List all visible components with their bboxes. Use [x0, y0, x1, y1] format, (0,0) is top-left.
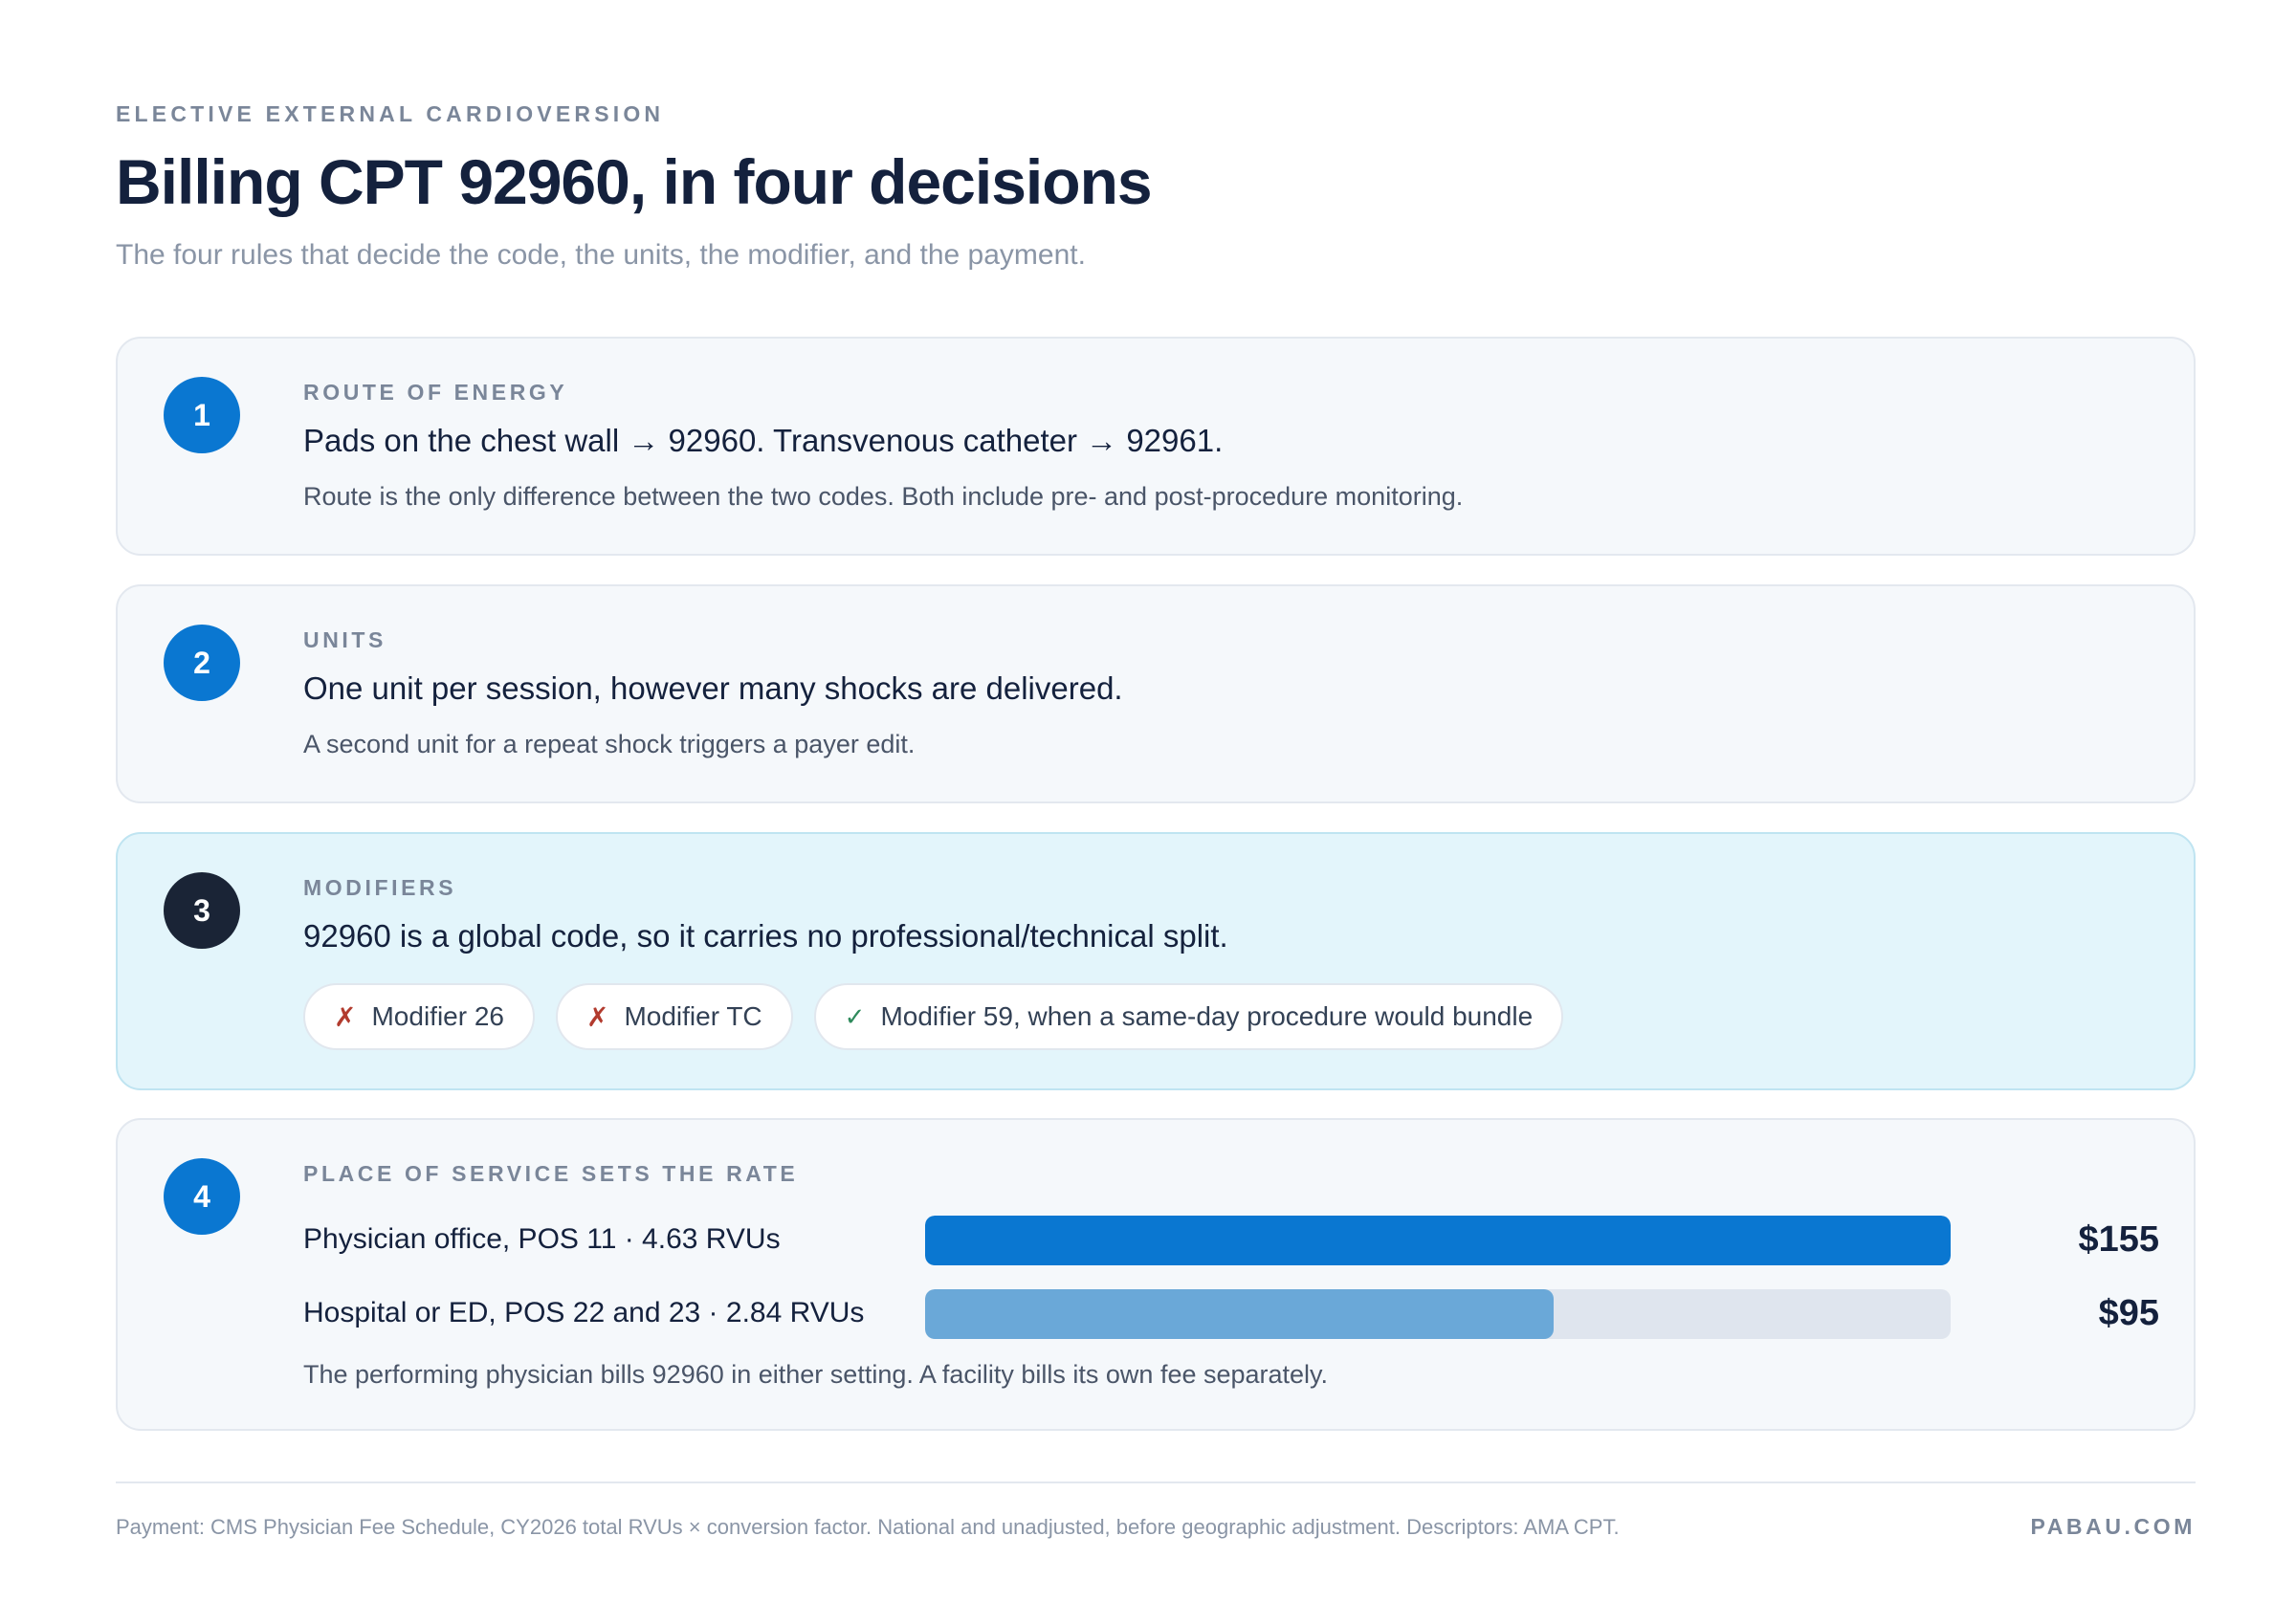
- rate-label: Hospital or ED, POS 22 and 23 · 2.84 RVU…: [303, 1297, 865, 1328]
- rate-row-office: Physician office, POS 11 · 4.63 RVUs $15…: [303, 1216, 2159, 1265]
- step-headline: Pads on the chest wall → 92960. Transven…: [303, 423, 1224, 458]
- step-note: Route is the only difference between the…: [303, 482, 1464, 511]
- cross-icon: ✗: [585, 1001, 609, 1032]
- modifier-pill-label: Modifier 26: [371, 1001, 504, 1031]
- step-card-modifiers: 3 MODIFIERS 92960 is a global code, so i…: [116, 832, 2196, 1090]
- step-note: The performing physician bills 92960 in …: [303, 1360, 1329, 1389]
- rate-value: $95: [2098, 1293, 2159, 1333]
- footer-divider: [116, 1481, 2196, 1483]
- modifier-pill-tc: ✗ Modifier TC: [555, 983, 793, 1050]
- step-headline: One unit per session, however many shock…: [303, 670, 1123, 706]
- step-card-place-of-service: 4 PLACE OF SERVICE SETS THE RATE Physici…: [116, 1118, 2196, 1431]
- step-headline: 92960 is a global code, so it carries no…: [303, 918, 1228, 954]
- rate-value: $155: [2078, 1219, 2159, 1260]
- modifier-pill-59: ✓ Modifier 59, when a same-day procedure…: [813, 983, 1564, 1050]
- page-subtitle: The four rules that decide the code, the…: [116, 239, 1086, 271]
- step-card-route: 1 ROUTE OF ENERGY Pads on the chest wall…: [116, 337, 2196, 556]
- rate-bar-track: [925, 1216, 1951, 1265]
- check-icon: ✓: [844, 1001, 866, 1031]
- rate-bar-fill: [925, 1216, 1951, 1265]
- step-note: A second unit for a repeat shock trigger…: [303, 730, 916, 758]
- step-label: PLACE OF SERVICE SETS THE RATE: [303, 1161, 799, 1186]
- modifier-pill-label: Modifier TC: [624, 1001, 762, 1031]
- page-title: Billing CPT 92960, in four decisions: [116, 146, 1153, 217]
- rate-row-hospital: Hospital or ED, POS 22 and 23 · 2.84 RVU…: [303, 1289, 2159, 1339]
- step-label: ROUTE OF ENERGY: [303, 380, 568, 405]
- eyebrow: ELECTIVE EXTERNAL CARDIOVERSION: [116, 101, 665, 126]
- footnote: Payment: CMS Physician Fee Schedule, CY2…: [116, 1515, 1620, 1539]
- modifier-pill-26: ✗ Modifier 26: [303, 983, 535, 1050]
- rate-bar-fill: [925, 1289, 1555, 1339]
- step-number-badge: 3: [164, 872, 240, 949]
- modifier-pill-label: Modifier 59, when a same-day procedure w…: [880, 1001, 1534, 1031]
- step-number-badge: 1: [164, 377, 240, 453]
- step-number-badge: 2: [164, 625, 240, 701]
- modifier-pills: ✗ Modifier 26 ✗ Modifier TC ✓ Modifier 5…: [303, 983, 1564, 1050]
- step-card-units: 2 UNITS One unit per session, however ma…: [116, 584, 2196, 803]
- rate-bar-track: [925, 1289, 1951, 1339]
- cross-icon: ✗: [334, 1001, 357, 1032]
- step-number-badge: 4: [164, 1158, 240, 1235]
- brand-link[interactable]: PABAU.COM: [2030, 1514, 2196, 1539]
- rate-label: Physician office, POS 11 · 4.63 RVUs: [303, 1223, 781, 1255]
- step-label: UNITS: [303, 627, 386, 652]
- step-label: MODIFIERS: [303, 875, 457, 900]
